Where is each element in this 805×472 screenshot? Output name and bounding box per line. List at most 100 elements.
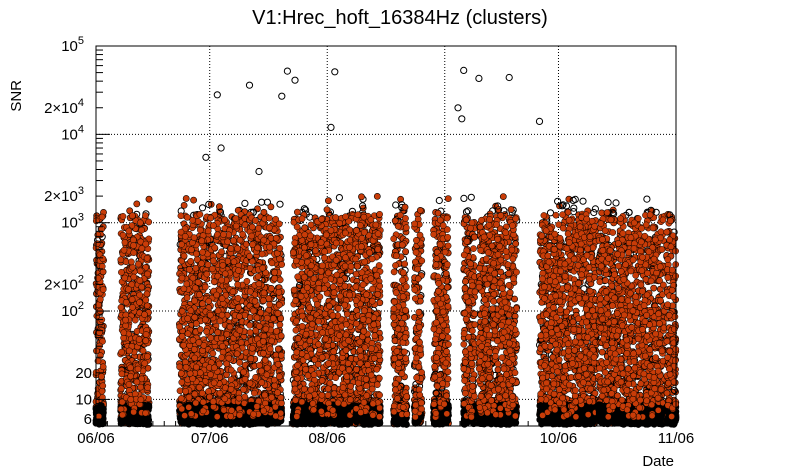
data-point xyxy=(235,394,243,402)
data-point xyxy=(261,356,269,364)
data-point xyxy=(186,266,193,273)
data-point xyxy=(196,326,204,333)
data-point xyxy=(178,307,186,315)
data-point xyxy=(184,330,192,338)
data-point xyxy=(99,338,106,345)
data-point xyxy=(98,373,105,380)
data-point xyxy=(145,218,153,226)
data-point xyxy=(213,291,220,299)
data-point xyxy=(127,396,135,403)
data-point xyxy=(99,382,107,390)
data-point xyxy=(202,283,209,291)
data-point xyxy=(248,232,255,240)
data-point xyxy=(125,227,133,235)
data-point xyxy=(137,396,145,403)
data-point xyxy=(198,204,207,212)
data-point xyxy=(258,198,266,206)
data-point xyxy=(218,354,225,361)
data-point xyxy=(119,411,126,419)
x-axis-label: Date xyxy=(642,453,674,470)
data-point xyxy=(192,264,200,272)
data-point xyxy=(265,224,273,232)
data-point xyxy=(252,374,259,381)
data-point xyxy=(232,222,240,230)
data-point xyxy=(250,307,257,315)
data-point xyxy=(203,328,210,335)
data-point xyxy=(117,256,125,264)
data-point xyxy=(118,348,125,356)
data-point xyxy=(190,196,197,204)
data-point xyxy=(98,213,106,221)
data-point xyxy=(259,264,267,272)
data-point xyxy=(214,329,222,336)
data-point xyxy=(207,371,214,379)
data-point xyxy=(233,350,241,358)
data-point xyxy=(125,381,133,388)
data-point xyxy=(236,411,243,419)
data-point xyxy=(145,195,153,203)
data-point xyxy=(182,363,190,371)
data-point xyxy=(178,378,186,386)
data-point xyxy=(199,248,206,256)
data-point xyxy=(221,270,229,278)
data-point xyxy=(187,257,195,265)
data-point xyxy=(224,238,231,246)
data-point xyxy=(195,339,203,346)
data-point xyxy=(194,218,202,225)
data-point xyxy=(142,337,150,345)
data-point xyxy=(211,364,218,372)
data-point xyxy=(257,309,265,316)
data-point xyxy=(271,382,279,389)
data-point xyxy=(260,407,267,415)
data-point xyxy=(216,389,224,397)
data-point xyxy=(259,338,267,345)
data-point xyxy=(136,291,144,299)
data-point xyxy=(142,212,149,219)
data-point xyxy=(248,223,256,231)
data-point xyxy=(93,312,101,320)
data-point xyxy=(210,257,217,265)
data-point xyxy=(247,355,255,363)
data-point xyxy=(335,194,343,202)
data-point xyxy=(119,213,127,220)
data-point xyxy=(230,418,238,426)
data-point xyxy=(266,214,273,222)
data-point xyxy=(177,228,185,236)
data-point xyxy=(118,268,125,276)
data-point xyxy=(211,244,219,252)
data-point xyxy=(199,398,207,406)
data-point xyxy=(237,339,245,346)
data-point xyxy=(255,280,263,288)
data-point xyxy=(117,385,125,393)
data-point xyxy=(98,225,106,233)
data-point xyxy=(274,345,282,353)
data-point xyxy=(240,368,247,376)
data-point xyxy=(205,388,212,395)
data-point xyxy=(209,350,217,357)
data-point xyxy=(227,366,235,374)
data-point xyxy=(255,322,263,330)
data-point xyxy=(178,274,186,282)
data-point xyxy=(324,197,332,205)
data-point xyxy=(246,402,254,410)
data-point xyxy=(260,208,268,216)
data-point xyxy=(96,296,104,303)
data-point xyxy=(130,273,138,281)
data-point xyxy=(223,360,231,368)
data-point xyxy=(99,363,107,371)
data-point xyxy=(235,304,242,311)
data-point xyxy=(177,418,185,426)
data-point xyxy=(207,214,215,222)
data-point xyxy=(193,256,201,263)
data-point xyxy=(130,242,137,249)
data-point xyxy=(135,260,142,268)
data-point xyxy=(191,313,199,321)
data-point xyxy=(276,276,284,284)
data-point xyxy=(206,311,214,319)
data-point xyxy=(193,250,200,258)
data-point xyxy=(252,217,259,224)
data-point xyxy=(230,237,237,244)
data-point xyxy=(278,261,286,268)
data-point xyxy=(258,250,266,258)
data-point xyxy=(266,301,274,308)
